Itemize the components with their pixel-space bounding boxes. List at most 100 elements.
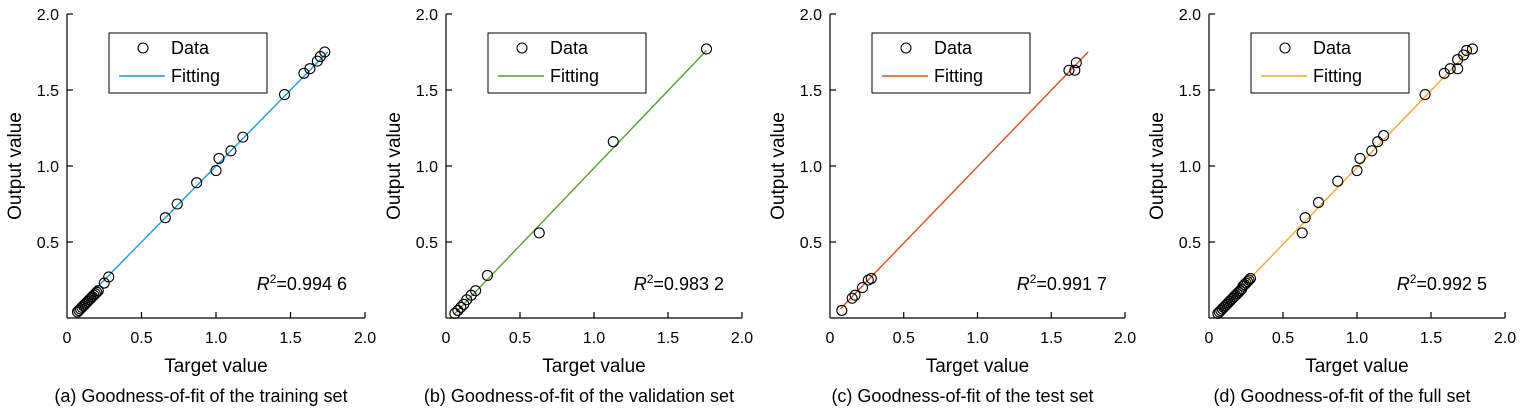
data-point — [1069, 64, 1081, 76]
y-tick-label: 2.0 — [416, 7, 438, 24]
y-axis-label: Output value — [5, 112, 26, 220]
data-point — [1243, 274, 1255, 286]
fitting-line — [1217, 46, 1473, 313]
data-point — [1460, 44, 1473, 57]
x-tick-label: 1.5 — [1420, 330, 1442, 347]
r-squared-symbol: R — [1017, 274, 1030, 294]
data-point — [278, 89, 291, 101]
y-tick-label: 0.5 — [416, 235, 438, 252]
data-point — [455, 301, 467, 313]
x-tick-label: 1.5 — [279, 330, 301, 347]
data-point — [1378, 130, 1390, 142]
chart-panel-3: 0 0.5 1.0 1.5 2.0 0.5 1.0 1.5 2.0 Target value Out… — [768, 7, 1136, 406]
y-tick-label: 0.5 — [37, 235, 59, 252]
x-tick-label: 1.0 — [1346, 330, 1368, 347]
legend-box — [871, 32, 1031, 94]
y-axis-label: Output value — [768, 112, 789, 220]
data-point — [846, 292, 858, 304]
r-squared-exponent: 2 — [270, 272, 277, 286]
r-squared-symbol: R — [257, 274, 270, 294]
x-tick-label: 0 — [1205, 330, 1214, 347]
data-point — [1452, 63, 1464, 75]
data-point — [91, 286, 103, 298]
data-point — [865, 272, 877, 285]
y-tick-label: 1.0 — [416, 159, 438, 176]
legend-data-marker — [137, 42, 149, 54]
data-point — [1063, 64, 1075, 76]
x-axis-label: Target value — [926, 356, 1030, 377]
y-tick-label: 1.0 — [37, 159, 59, 176]
legend-data-label: Data — [171, 38, 210, 58]
legend-fitting-label: Fitting — [934, 66, 983, 86]
r-squared-symbol: R — [1397, 274, 1410, 294]
y-tick-label: 1.5 — [37, 83, 59, 100]
y-tick-label: 0.5 — [1179, 235, 1201, 252]
x-tick-label: 2.0 — [354, 330, 376, 347]
chart-panel-2: 0 0.5 1.0 1.5 2.0 0.5 1.0 1.5 2.0 Target value Out… — [384, 7, 753, 406]
y-tick-label: 1.5 — [416, 83, 438, 100]
y-tick-label: 2.0 — [1179, 7, 1201, 24]
legend-data-label: Data — [1313, 38, 1352, 58]
data-point — [1419, 89, 1431, 101]
legend-box — [1250, 32, 1410, 94]
r-squared-value: =0.983 2 — [653, 274, 724, 294]
r-squared-symbol: R — [634, 274, 647, 294]
chart-panel-4: 0 0.5 1.0 1.5 2.0 0.5 1.0 1.5 2.0 Target value Out… — [1147, 7, 1516, 406]
data-point — [159, 212, 171, 224]
fitting-line — [76, 51, 329, 308]
data-point — [449, 307, 461, 319]
y-tick-label: 1.0 — [800, 159, 822, 176]
x-axis-label: Target value — [164, 356, 268, 377]
data-point — [470, 285, 482, 297]
data-point — [700, 43, 713, 55]
legend-data-label: Data — [934, 38, 973, 58]
data-point — [237, 131, 249, 143]
y-axis-label: Output value — [1147, 112, 1168, 220]
fitting-line — [454, 49, 707, 314]
data-point — [607, 136, 619, 148]
data-point — [1372, 136, 1384, 148]
x-axis-label: Target value — [542, 356, 646, 377]
data-point — [856, 282, 869, 294]
data-point — [1299, 212, 1311, 224]
y-tick-label: 0.5 — [800, 235, 822, 252]
chart-caption: (c) Goodness-of-fit of the test set — [831, 386, 1093, 406]
data-point — [1296, 227, 1308, 239]
data-point — [1241, 275, 1254, 288]
r-squared-exponent: 2 — [647, 272, 654, 286]
legend-box — [108, 32, 268, 94]
data-point — [319, 46, 331, 58]
x-tick-label: 1.0 — [966, 330, 988, 347]
legend-fitting-label: Fitting — [550, 66, 599, 86]
x-tick-label: 0 — [826, 330, 835, 347]
legend-box — [487, 32, 647, 94]
x-tick-label: 1.0 — [583, 330, 605, 347]
x-tick-label: 2.0 — [1114, 330, 1136, 347]
data-point — [1244, 272, 1256, 285]
chart-panel-1: 0 0.5 1.0 1.5 2.0 0.5 1.0 1.5 2.0 Target value Out… — [5, 7, 376, 406]
x-tick-label: 1.5 — [1040, 330, 1062, 347]
x-tick-label: 0.5 — [893, 330, 915, 347]
x-tick-label: 0.5 — [130, 330, 152, 347]
fitting-line — [839, 51, 1089, 310]
data-point — [1366, 145, 1378, 157]
r-squared-value: =0.992 5 — [1416, 274, 1487, 294]
legend-data-label: Data — [550, 38, 589, 58]
r-squared-value: =0.994 6 — [276, 274, 347, 294]
data-point — [1444, 63, 1456, 75]
data-point — [213, 152, 225, 164]
x-tick-label: 0.5 — [1272, 330, 1294, 347]
y-tick-label: 1.5 — [1179, 83, 1201, 100]
data-point — [836, 304, 848, 316]
data-point — [191, 177, 203, 189]
x-axis-label: Target value — [1305, 356, 1409, 377]
legend-fitting-label: Fitting — [1313, 66, 1362, 86]
chart-caption: (b) Goodness-of-fit of the validation se… — [424, 386, 734, 406]
data-point — [171, 198, 183, 210]
y-axis-label: Output value — [384, 112, 405, 220]
x-tick-label: 2.0 — [731, 330, 753, 347]
r-squared-value: =0.991 7 — [1036, 274, 1107, 294]
r-squared-exponent: 2 — [1410, 272, 1417, 286]
data-point — [89, 288, 101, 300]
